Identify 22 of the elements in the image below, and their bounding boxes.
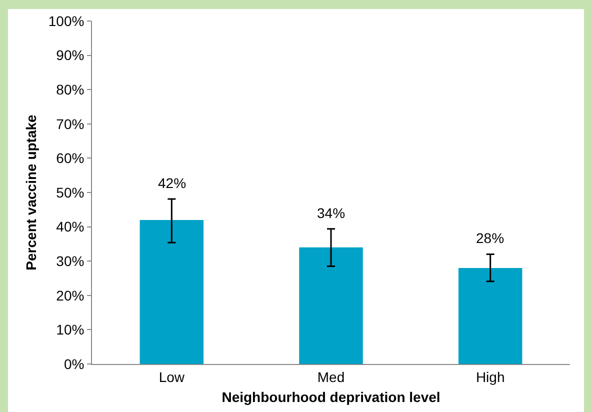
y-tick-label: 90% [56, 47, 84, 64]
y-tick-label: 0% [64, 356, 84, 372]
data-label: 28% [476, 230, 504, 246]
x-tick-label: Low [158, 368, 186, 385]
bar [299, 247, 363, 364]
x-tick-label: Med [317, 368, 345, 385]
bar [458, 268, 522, 364]
y-tick-label: 100% [48, 12, 84, 29]
y-axis-title: Percent vaccine uptake [22, 114, 39, 270]
y-tick-label: 70% [56, 116, 84, 132]
y-tick-label: 40% [56, 218, 84, 235]
x-axis-title: Neighbourhood deprivation level [222, 389, 440, 406]
y-tick-label: 80% [56, 82, 84, 98]
y-tick-label: 30% [56, 253, 84, 269]
data-label: 34% [317, 205, 346, 221]
y-tick-label: 60% [56, 150, 84, 166]
x-tick-label: High [476, 368, 505, 385]
y-tick-label: 10% [56, 322, 84, 338]
data-label: 42% [158, 175, 186, 191]
y-tick-label: 50% [56, 184, 84, 200]
bar [140, 220, 204, 364]
y-tick-label: 20% [56, 287, 84, 304]
